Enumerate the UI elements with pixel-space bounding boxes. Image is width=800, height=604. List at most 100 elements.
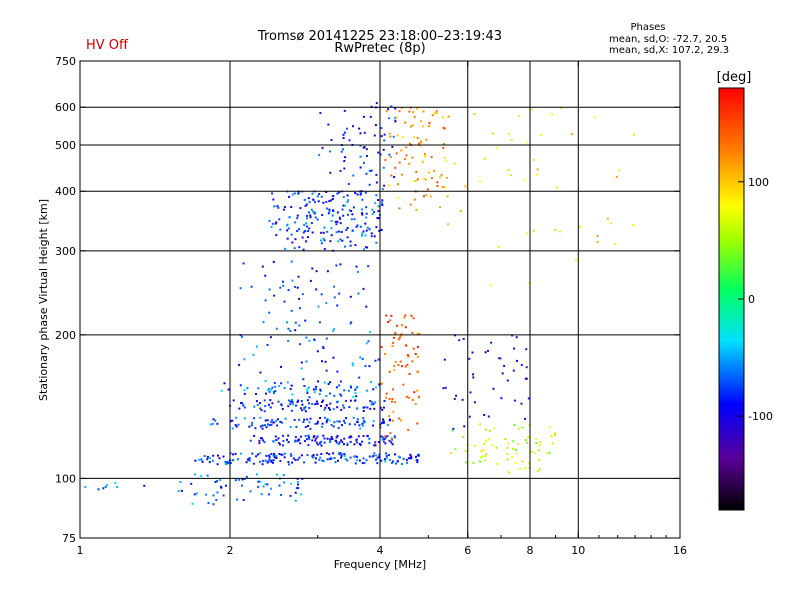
echo-point [258, 442, 261, 445]
echo-point [382, 418, 384, 421]
echo-point [268, 424, 271, 427]
echo-point [319, 417, 322, 419]
phase-stats-title: Phases [630, 22, 665, 33]
echo-point [279, 459, 282, 462]
echo-point [413, 180, 416, 183]
echo-point [579, 225, 582, 228]
echo-point [398, 336, 401, 339]
echo-point [208, 457, 211, 460]
echo-point [336, 420, 339, 423]
echo-point [429, 195, 432, 198]
echo-point [322, 201, 325, 204]
echo-point [323, 381, 326, 384]
echo-point [560, 106, 563, 109]
echo-point [454, 448, 457, 451]
echo-point [314, 211, 317, 214]
echo-point [405, 146, 408, 149]
echo-point [431, 114, 434, 117]
echo-point [374, 444, 377, 447]
echo-point [220, 389, 223, 392]
echo-point [273, 452, 275, 455]
echo-point [377, 205, 380, 208]
echo-point [349, 456, 352, 459]
echo-point [415, 208, 418, 211]
echo-point [374, 124, 377, 127]
echo-point [384, 442, 387, 445]
echo-point [359, 427, 362, 430]
echo-point [308, 227, 311, 230]
echo-point [345, 399, 347, 402]
echo-point [391, 419, 394, 422]
echo-point [365, 212, 368, 215]
echo-point [289, 403, 292, 406]
echo-point [330, 424, 333, 426]
echo-point [286, 438, 288, 441]
echo-point [278, 453, 281, 455]
echo-point [391, 400, 393, 403]
echo-point [462, 435, 465, 438]
echo-point [368, 455, 371, 458]
echo-point [535, 442, 538, 444]
phase-stats-x: mean, sd,X: 107.2, 29.3 [609, 45, 729, 56]
echo-point [375, 181, 378, 184]
echo-point [232, 459, 235, 462]
echo-point [512, 440, 515, 443]
echo-point [575, 259, 578, 262]
echo-point [324, 416, 326, 419]
echo-point [539, 441, 542, 444]
echo-point [395, 152, 398, 155]
echo-point [322, 345, 325, 348]
x-tick-label: 16 [673, 544, 687, 557]
echo-point [348, 436, 351, 439]
echo-point [357, 292, 360, 295]
echo-point [361, 425, 364, 427]
echo-point [553, 432, 556, 435]
echo-point [422, 110, 425, 113]
echo-point [217, 454, 219, 457]
echo-point [632, 224, 635, 226]
echo-point [287, 327, 290, 330]
echo-point [143, 484, 146, 487]
echo-point [211, 459, 214, 462]
echo-point [325, 200, 328, 203]
echo-point [308, 339, 311, 342]
echo-point [350, 321, 353, 324]
echo-point [311, 231, 314, 234]
echo-point [524, 467, 527, 470]
echo-point [311, 439, 314, 442]
echo-point [225, 463, 228, 465]
echo-point [346, 444, 349, 447]
echo-point [267, 493, 270, 496]
echo-point [511, 334, 514, 337]
echo-point [270, 453, 273, 456]
echo-point [206, 458, 209, 461]
echo-point [354, 455, 357, 458]
echo-point [234, 452, 237, 455]
echo-point [362, 115, 365, 118]
echo-point [321, 422, 324, 425]
echo-point [310, 222, 313, 224]
echo-point [524, 439, 527, 441]
echo-point [212, 418, 215, 421]
echo-point [265, 392, 267, 395]
echo-point [385, 452, 387, 455]
echo-point [377, 456, 380, 459]
echo-point [301, 236, 304, 239]
echo-point [389, 432, 392, 435]
echo-point [359, 144, 362, 147]
echo-point [363, 248, 365, 251]
echo-point [401, 324, 404, 327]
echo-point [417, 370, 419, 373]
echo-point [231, 419, 234, 422]
echo-point [276, 418, 279, 421]
echo-point [290, 399, 293, 402]
echo-point [340, 454, 343, 457]
echo-point [405, 344, 408, 347]
echo-point [405, 395, 408, 398]
echo-point [313, 435, 316, 437]
echo-point [416, 107, 419, 110]
x-tick-label: 4 [377, 544, 384, 557]
echo-point [422, 125, 424, 128]
echo-point [525, 366, 528, 369]
echo-point [328, 407, 330, 409]
